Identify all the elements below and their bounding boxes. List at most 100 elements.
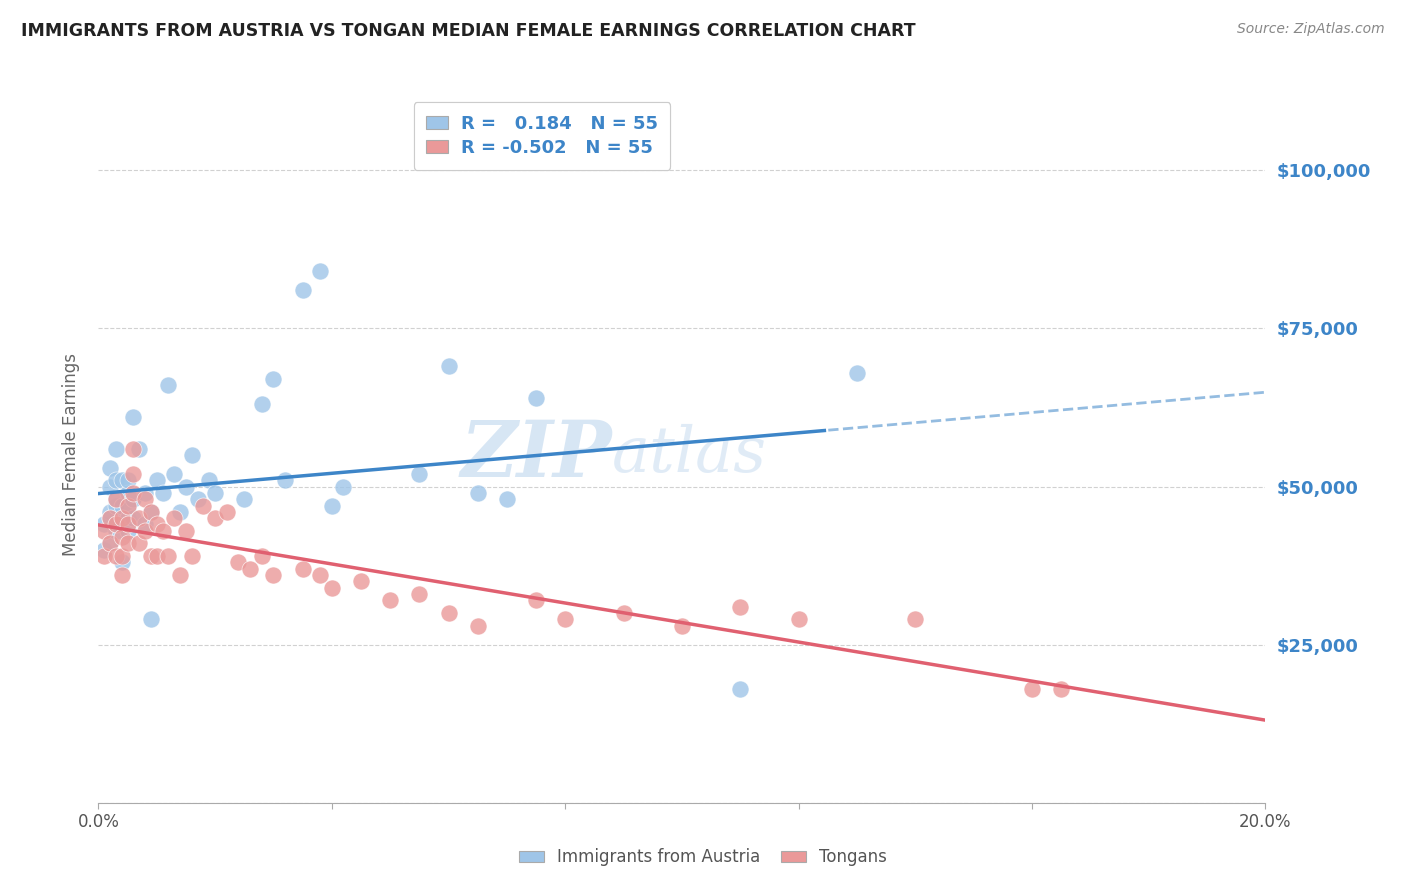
Point bbox=[152, 524, 174, 538]
Point bbox=[524, 391, 547, 405]
Text: atlas: atlas bbox=[612, 424, 766, 486]
Point bbox=[128, 536, 150, 550]
Point bbox=[122, 467, 145, 481]
Point bbox=[93, 542, 115, 557]
Point bbox=[93, 517, 115, 532]
Point bbox=[228, 556, 250, 570]
Point bbox=[845, 366, 868, 380]
Point bbox=[524, 593, 547, 607]
Point bbox=[169, 568, 191, 582]
Point bbox=[467, 486, 489, 500]
Point bbox=[104, 549, 127, 563]
Point bbox=[495, 492, 517, 507]
Point bbox=[111, 511, 134, 525]
Point bbox=[104, 492, 127, 507]
Point bbox=[111, 530, 134, 544]
Point bbox=[204, 511, 226, 525]
Point bbox=[274, 473, 297, 487]
Point bbox=[117, 499, 139, 513]
Point bbox=[408, 587, 430, 601]
Point bbox=[117, 499, 139, 513]
Point bbox=[122, 442, 145, 456]
Point bbox=[250, 549, 273, 563]
Point bbox=[193, 499, 215, 513]
Point bbox=[904, 612, 927, 626]
Point bbox=[111, 568, 134, 582]
Point bbox=[111, 511, 134, 525]
Point bbox=[117, 517, 139, 532]
Point bbox=[215, 505, 238, 519]
Point bbox=[174, 524, 197, 538]
Point bbox=[111, 549, 134, 563]
Point bbox=[671, 618, 693, 632]
Point bbox=[117, 511, 139, 525]
Point bbox=[204, 486, 226, 500]
Point bbox=[122, 492, 145, 507]
Point bbox=[408, 467, 430, 481]
Legend: Immigrants from Austria, Tongans: Immigrants from Austria, Tongans bbox=[510, 840, 896, 875]
Point bbox=[139, 505, 162, 519]
Point bbox=[309, 264, 332, 278]
Point bbox=[93, 524, 115, 538]
Point bbox=[152, 486, 174, 500]
Point bbox=[146, 517, 169, 532]
Point bbox=[134, 524, 156, 538]
Point bbox=[128, 442, 150, 456]
Point bbox=[554, 612, 576, 626]
Point bbox=[198, 473, 221, 487]
Point bbox=[134, 517, 156, 532]
Point bbox=[332, 479, 354, 493]
Point bbox=[134, 486, 156, 500]
Point bbox=[291, 562, 314, 576]
Point bbox=[467, 618, 489, 632]
Point bbox=[122, 511, 145, 525]
Point bbox=[139, 505, 162, 519]
Point bbox=[139, 549, 162, 563]
Point bbox=[180, 549, 202, 563]
Point bbox=[98, 536, 121, 550]
Point bbox=[174, 479, 197, 493]
Point bbox=[117, 536, 139, 550]
Point bbox=[350, 574, 373, 589]
Point bbox=[104, 524, 127, 538]
Point bbox=[291, 284, 314, 298]
Point bbox=[128, 511, 150, 525]
Text: Source: ZipAtlas.com: Source: ZipAtlas.com bbox=[1237, 22, 1385, 37]
Point bbox=[250, 397, 273, 411]
Point bbox=[104, 492, 127, 507]
Point bbox=[98, 479, 121, 493]
Point bbox=[117, 473, 139, 487]
Legend: R =   0.184   N = 55, R = -0.502   N = 55: R = 0.184 N = 55, R = -0.502 N = 55 bbox=[413, 103, 671, 169]
Point bbox=[93, 549, 115, 563]
Point bbox=[1050, 681, 1073, 696]
Point bbox=[612, 606, 634, 620]
Point bbox=[98, 511, 121, 525]
Point bbox=[111, 499, 134, 513]
Point bbox=[111, 473, 134, 487]
Point bbox=[1021, 681, 1043, 696]
Point bbox=[309, 568, 332, 582]
Point bbox=[111, 556, 134, 570]
Point bbox=[728, 599, 751, 614]
Point bbox=[321, 581, 343, 595]
Point bbox=[437, 606, 460, 620]
Point bbox=[169, 505, 191, 519]
Y-axis label: Median Female Earnings: Median Female Earnings bbox=[62, 353, 80, 557]
Point bbox=[104, 517, 127, 532]
Text: IMMIGRANTS FROM AUSTRIA VS TONGAN MEDIAN FEMALE EARNINGS CORRELATION CHART: IMMIGRANTS FROM AUSTRIA VS TONGAN MEDIAN… bbox=[21, 22, 915, 40]
Point bbox=[728, 681, 751, 696]
Point bbox=[104, 473, 127, 487]
Point bbox=[134, 492, 156, 507]
Point bbox=[233, 492, 256, 507]
Point bbox=[98, 505, 121, 519]
Point bbox=[239, 562, 262, 576]
Point bbox=[117, 524, 139, 538]
Point bbox=[157, 549, 180, 563]
Point bbox=[163, 511, 186, 525]
Point bbox=[104, 499, 127, 513]
Point bbox=[104, 442, 127, 456]
Point bbox=[122, 486, 145, 500]
Point bbox=[187, 492, 209, 507]
Point bbox=[321, 499, 343, 513]
Point bbox=[378, 593, 402, 607]
